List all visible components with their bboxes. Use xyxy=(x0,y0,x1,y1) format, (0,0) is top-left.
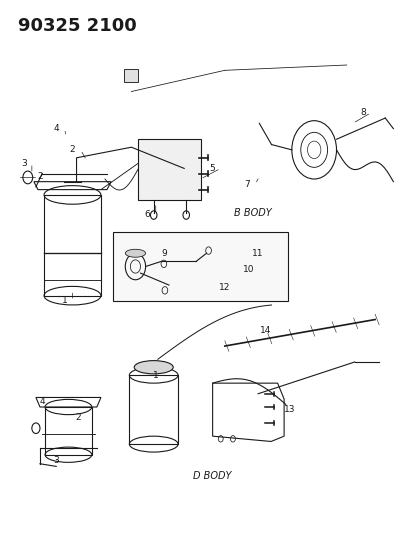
Text: 14: 14 xyxy=(260,326,271,335)
Text: 13: 13 xyxy=(284,405,296,414)
Text: 10: 10 xyxy=(243,265,255,273)
Text: 90325 2100: 90325 2100 xyxy=(18,17,136,35)
Text: 4: 4 xyxy=(39,397,45,406)
Text: 3: 3 xyxy=(21,159,27,167)
FancyBboxPatch shape xyxy=(113,232,288,301)
Text: 1: 1 xyxy=(61,296,67,305)
Text: 5: 5 xyxy=(210,164,216,173)
Text: 2: 2 xyxy=(70,146,75,155)
Text: 2: 2 xyxy=(37,172,43,181)
Text: 11: 11 xyxy=(252,249,263,258)
Text: 8: 8 xyxy=(360,108,366,117)
Text: D BODY: D BODY xyxy=(193,471,232,481)
Text: 3: 3 xyxy=(53,456,59,465)
Text: B BODY: B BODY xyxy=(234,208,272,218)
Text: 1: 1 xyxy=(153,370,159,379)
FancyBboxPatch shape xyxy=(124,69,138,82)
Text: 4: 4 xyxy=(54,124,59,133)
Ellipse shape xyxy=(134,361,173,374)
Text: 7: 7 xyxy=(244,180,250,189)
Text: 6: 6 xyxy=(145,210,151,219)
Text: 9: 9 xyxy=(161,249,167,258)
Text: 12: 12 xyxy=(219,283,231,292)
Ellipse shape xyxy=(125,249,146,257)
Polygon shape xyxy=(139,139,202,200)
Text: 2: 2 xyxy=(76,413,81,422)
